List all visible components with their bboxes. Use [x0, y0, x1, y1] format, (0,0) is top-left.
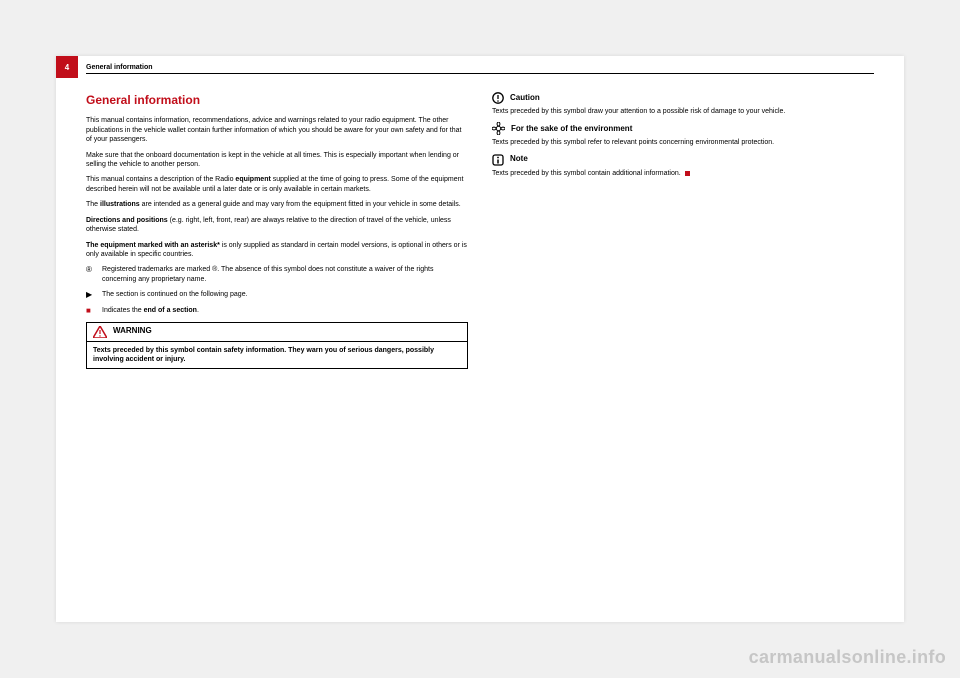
continued-row: ▶ The section is continued on the follow… — [86, 290, 468, 300]
bold-illustrations: illustrations — [100, 201, 140, 208]
intro-paragraph: This manual contains information, recomm… — [86, 116, 468, 144]
illustrations-paragraph: The illustrations are intended as a gene… — [86, 200, 468, 209]
main-heading: General information — [86, 92, 468, 108]
continued-text: The section is continued on the followin… — [102, 290, 248, 300]
header-section-title: General information — [78, 64, 153, 71]
note-icon — [492, 154, 504, 166]
warning-triangle-icon — [93, 326, 107, 338]
watermark: carmanualsonline.info — [749, 647, 946, 668]
right-column: Caution Texts preceded by this symbol dr… — [492, 92, 874, 369]
trademark-text: Registered trademarks are marked ®. The … — [102, 265, 468, 284]
bold-directions: Directions and positions — [86, 217, 168, 224]
caution-icon — [492, 92, 504, 104]
left-column: General information This manual contains… — [86, 92, 468, 369]
warning-title: WARNING — [113, 326, 152, 337]
warning-body: Texts preceded by this symbol contain sa… — [87, 342, 467, 369]
manual-page: 4 General information General informatio… — [56, 56, 904, 622]
text: This manual contains a description of th… — [86, 176, 235, 183]
environment-header: For the sake of the environment — [492, 122, 874, 135]
asterisk-paragraph: The equipment marked with an asterisk* i… — [86, 241, 468, 260]
text: . — [197, 307, 199, 314]
note-header: Note — [492, 154, 874, 166]
text: are intended as a general guide and may … — [140, 201, 461, 208]
environment-text: Texts preceded by this symbol refer to r… — [492, 138, 874, 147]
note-text-content: Texts preceded by this symbol contain ad… — [492, 170, 681, 177]
text: Indicates the — [102, 307, 144, 314]
text: The — [86, 201, 100, 208]
environment-icon — [492, 122, 505, 135]
note-title: Note — [510, 154, 528, 165]
end-of-section-icon — [685, 171, 690, 176]
triangle-icon: ▶ — [86, 290, 96, 300]
content-columns: General information This manual contains… — [56, 74, 904, 369]
note-text: Texts preceded by this symbol contain ad… — [492, 169, 874, 178]
environment-title: For the sake of the environment — [511, 124, 632, 135]
bold-asterisk: The equipment marked with an asterisk* — [86, 242, 220, 249]
end-section-text: Indicates the end of a section. — [102, 306, 199, 316]
caution-title: Caution — [510, 93, 540, 104]
directions-paragraph: Directions and positions (e.g. right, le… — [86, 216, 468, 235]
caution-header: Caution — [492, 92, 874, 104]
warning-header: WARNING — [87, 323, 467, 342]
bold-equipment: equipment — [235, 176, 270, 183]
equipment-paragraph: This manual contains a description of th… — [86, 175, 468, 194]
documentation-paragraph: Make sure that the onboard documentation… — [86, 151, 468, 170]
square-icon: ■ — [86, 306, 96, 316]
registered-icon: ® — [86, 265, 96, 284]
bold-end: end of a section — [144, 307, 197, 314]
warning-box: WARNING Texts preceded by this symbol co… — [86, 322, 468, 370]
page-number-tab: 4 — [56, 56, 78, 78]
trademark-row: ® Registered trademarks are marked ®. Th… — [86, 265, 468, 284]
caution-text: Texts preceded by this symbol draw your … — [492, 107, 874, 116]
end-section-row: ■ Indicates the end of a section. — [86, 306, 468, 316]
